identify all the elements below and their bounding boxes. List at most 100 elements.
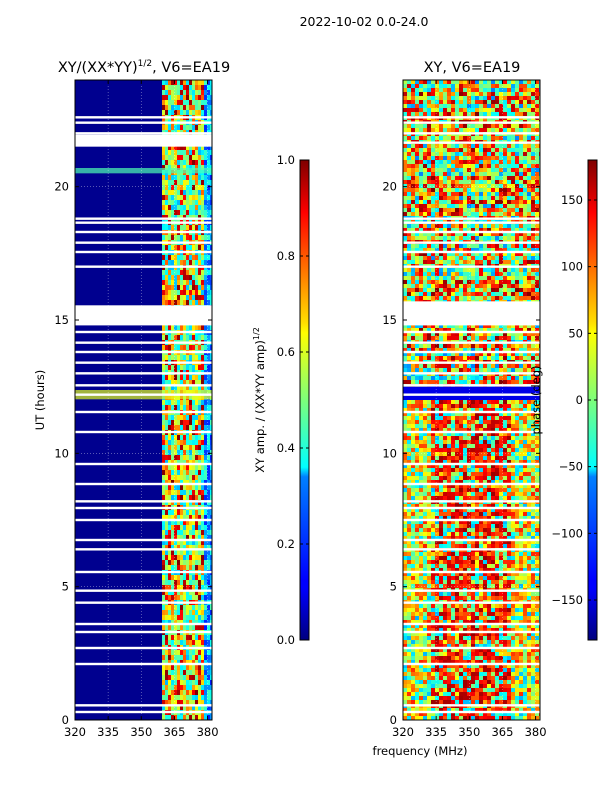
amplitude-cell	[171, 235, 174, 240]
amplitude-cell	[195, 200, 198, 205]
phase-cell	[471, 124, 475, 128]
amplitude-cell	[186, 635, 189, 640]
amplitude-cell	[174, 480, 177, 485]
phase-cell	[475, 148, 479, 152]
amplitude-cell	[207, 290, 210, 295]
phase-cell	[431, 84, 435, 88]
amplitude-cell	[177, 555, 180, 560]
amplitude-cell	[204, 245, 207, 250]
amplitude-cell	[180, 680, 183, 685]
phase-cell	[431, 188, 435, 192]
phase-cell	[499, 228, 503, 232]
phase-cell	[431, 200, 435, 204]
amplitude-cell	[192, 425, 195, 430]
amplitude-cell	[165, 300, 168, 305]
phase-cell	[435, 364, 439, 368]
amplitude-cell	[162, 435, 165, 440]
amplitude-cell	[204, 615, 207, 620]
phase-cell	[535, 136, 539, 140]
amplitude-cell	[171, 590, 174, 595]
amplitude-cell	[207, 195, 210, 200]
phase-cell	[423, 184, 427, 188]
amplitude-cell	[189, 125, 192, 130]
amplitude-cell	[192, 270, 195, 275]
phase-cell	[515, 260, 519, 264]
amplitude-cell	[210, 345, 212, 350]
phase-cell	[511, 84, 515, 88]
phase-cell	[483, 180, 487, 184]
phase-cell	[519, 148, 523, 152]
phase-cell	[507, 188, 511, 192]
amplitude-cell	[198, 530, 201, 535]
amplitude-cell	[207, 670, 210, 675]
phase-cell	[487, 244, 491, 248]
amplitude-cell	[174, 525, 177, 530]
amplitude-cell	[177, 545, 180, 550]
amplitude-cell	[183, 690, 186, 695]
phase-cell	[415, 200, 419, 204]
amplitude-cell	[201, 165, 204, 170]
amplitude-cell	[168, 635, 171, 640]
amplitude-cell	[183, 420, 186, 425]
amplitude-cell	[171, 225, 174, 230]
phase-cell	[523, 248, 527, 252]
phase-cell	[523, 168, 527, 172]
phase-cell	[439, 236, 443, 240]
phase-cell	[407, 156, 411, 160]
phase-cell	[455, 236, 459, 240]
phase-cell	[515, 356, 519, 360]
amplitude-cell	[162, 510, 165, 515]
phase-cell	[511, 380, 515, 384]
phase-cell	[455, 148, 459, 152]
amplitude-cell	[198, 660, 201, 665]
amplitude-cell	[168, 575, 171, 580]
amplitude-cell	[177, 95, 180, 100]
amplitude-cell	[165, 100, 168, 105]
amplitude-cell	[195, 335, 198, 340]
phase-cell	[411, 248, 415, 252]
phase-cell	[519, 288, 523, 292]
amplitude-cell	[186, 605, 189, 610]
amplitude-cell	[189, 275, 192, 280]
phase-cell	[451, 232, 455, 236]
amplitude-cell	[180, 455, 183, 460]
amplitude-cell	[198, 400, 201, 405]
phase-cell	[451, 176, 455, 180]
phase-cell	[531, 252, 535, 256]
phase-cell	[439, 184, 443, 188]
phase-cell	[483, 236, 487, 240]
amplitude-cell	[180, 655, 183, 660]
amplitude-cell	[177, 375, 180, 380]
amplitude-cell	[162, 150, 165, 155]
amplitude-cell	[198, 195, 201, 200]
phase-cell	[463, 228, 467, 232]
amplitude-cell	[195, 465, 198, 470]
phase-cell	[455, 200, 459, 204]
amplitude-cell	[198, 470, 201, 475]
amplitude-cell	[171, 550, 174, 555]
phase-cell	[431, 292, 435, 296]
amplitude-cell	[174, 590, 177, 595]
amplitude-cell	[195, 145, 198, 150]
amplitude-cell	[183, 110, 186, 115]
phase-cell	[455, 88, 459, 92]
amplitude-cell	[171, 355, 174, 360]
phase-cell	[503, 164, 507, 168]
phase-cell	[411, 244, 415, 248]
amplitude-cell	[210, 550, 212, 555]
phase-cell	[411, 200, 415, 204]
phase-cell	[439, 356, 443, 360]
phase-cell	[443, 244, 447, 248]
amplitude-cell	[183, 545, 186, 550]
phase-cell	[431, 336, 435, 340]
amplitude-cell	[186, 620, 189, 625]
amplitude-cell	[192, 525, 195, 530]
amplitude-cell	[180, 420, 183, 425]
phase-cell	[515, 376, 519, 380]
amplitude-cell	[201, 385, 204, 390]
phase-cell	[503, 152, 507, 156]
phase-cell	[511, 296, 515, 300]
phase-cell	[459, 252, 463, 256]
phase-cell	[503, 276, 507, 280]
